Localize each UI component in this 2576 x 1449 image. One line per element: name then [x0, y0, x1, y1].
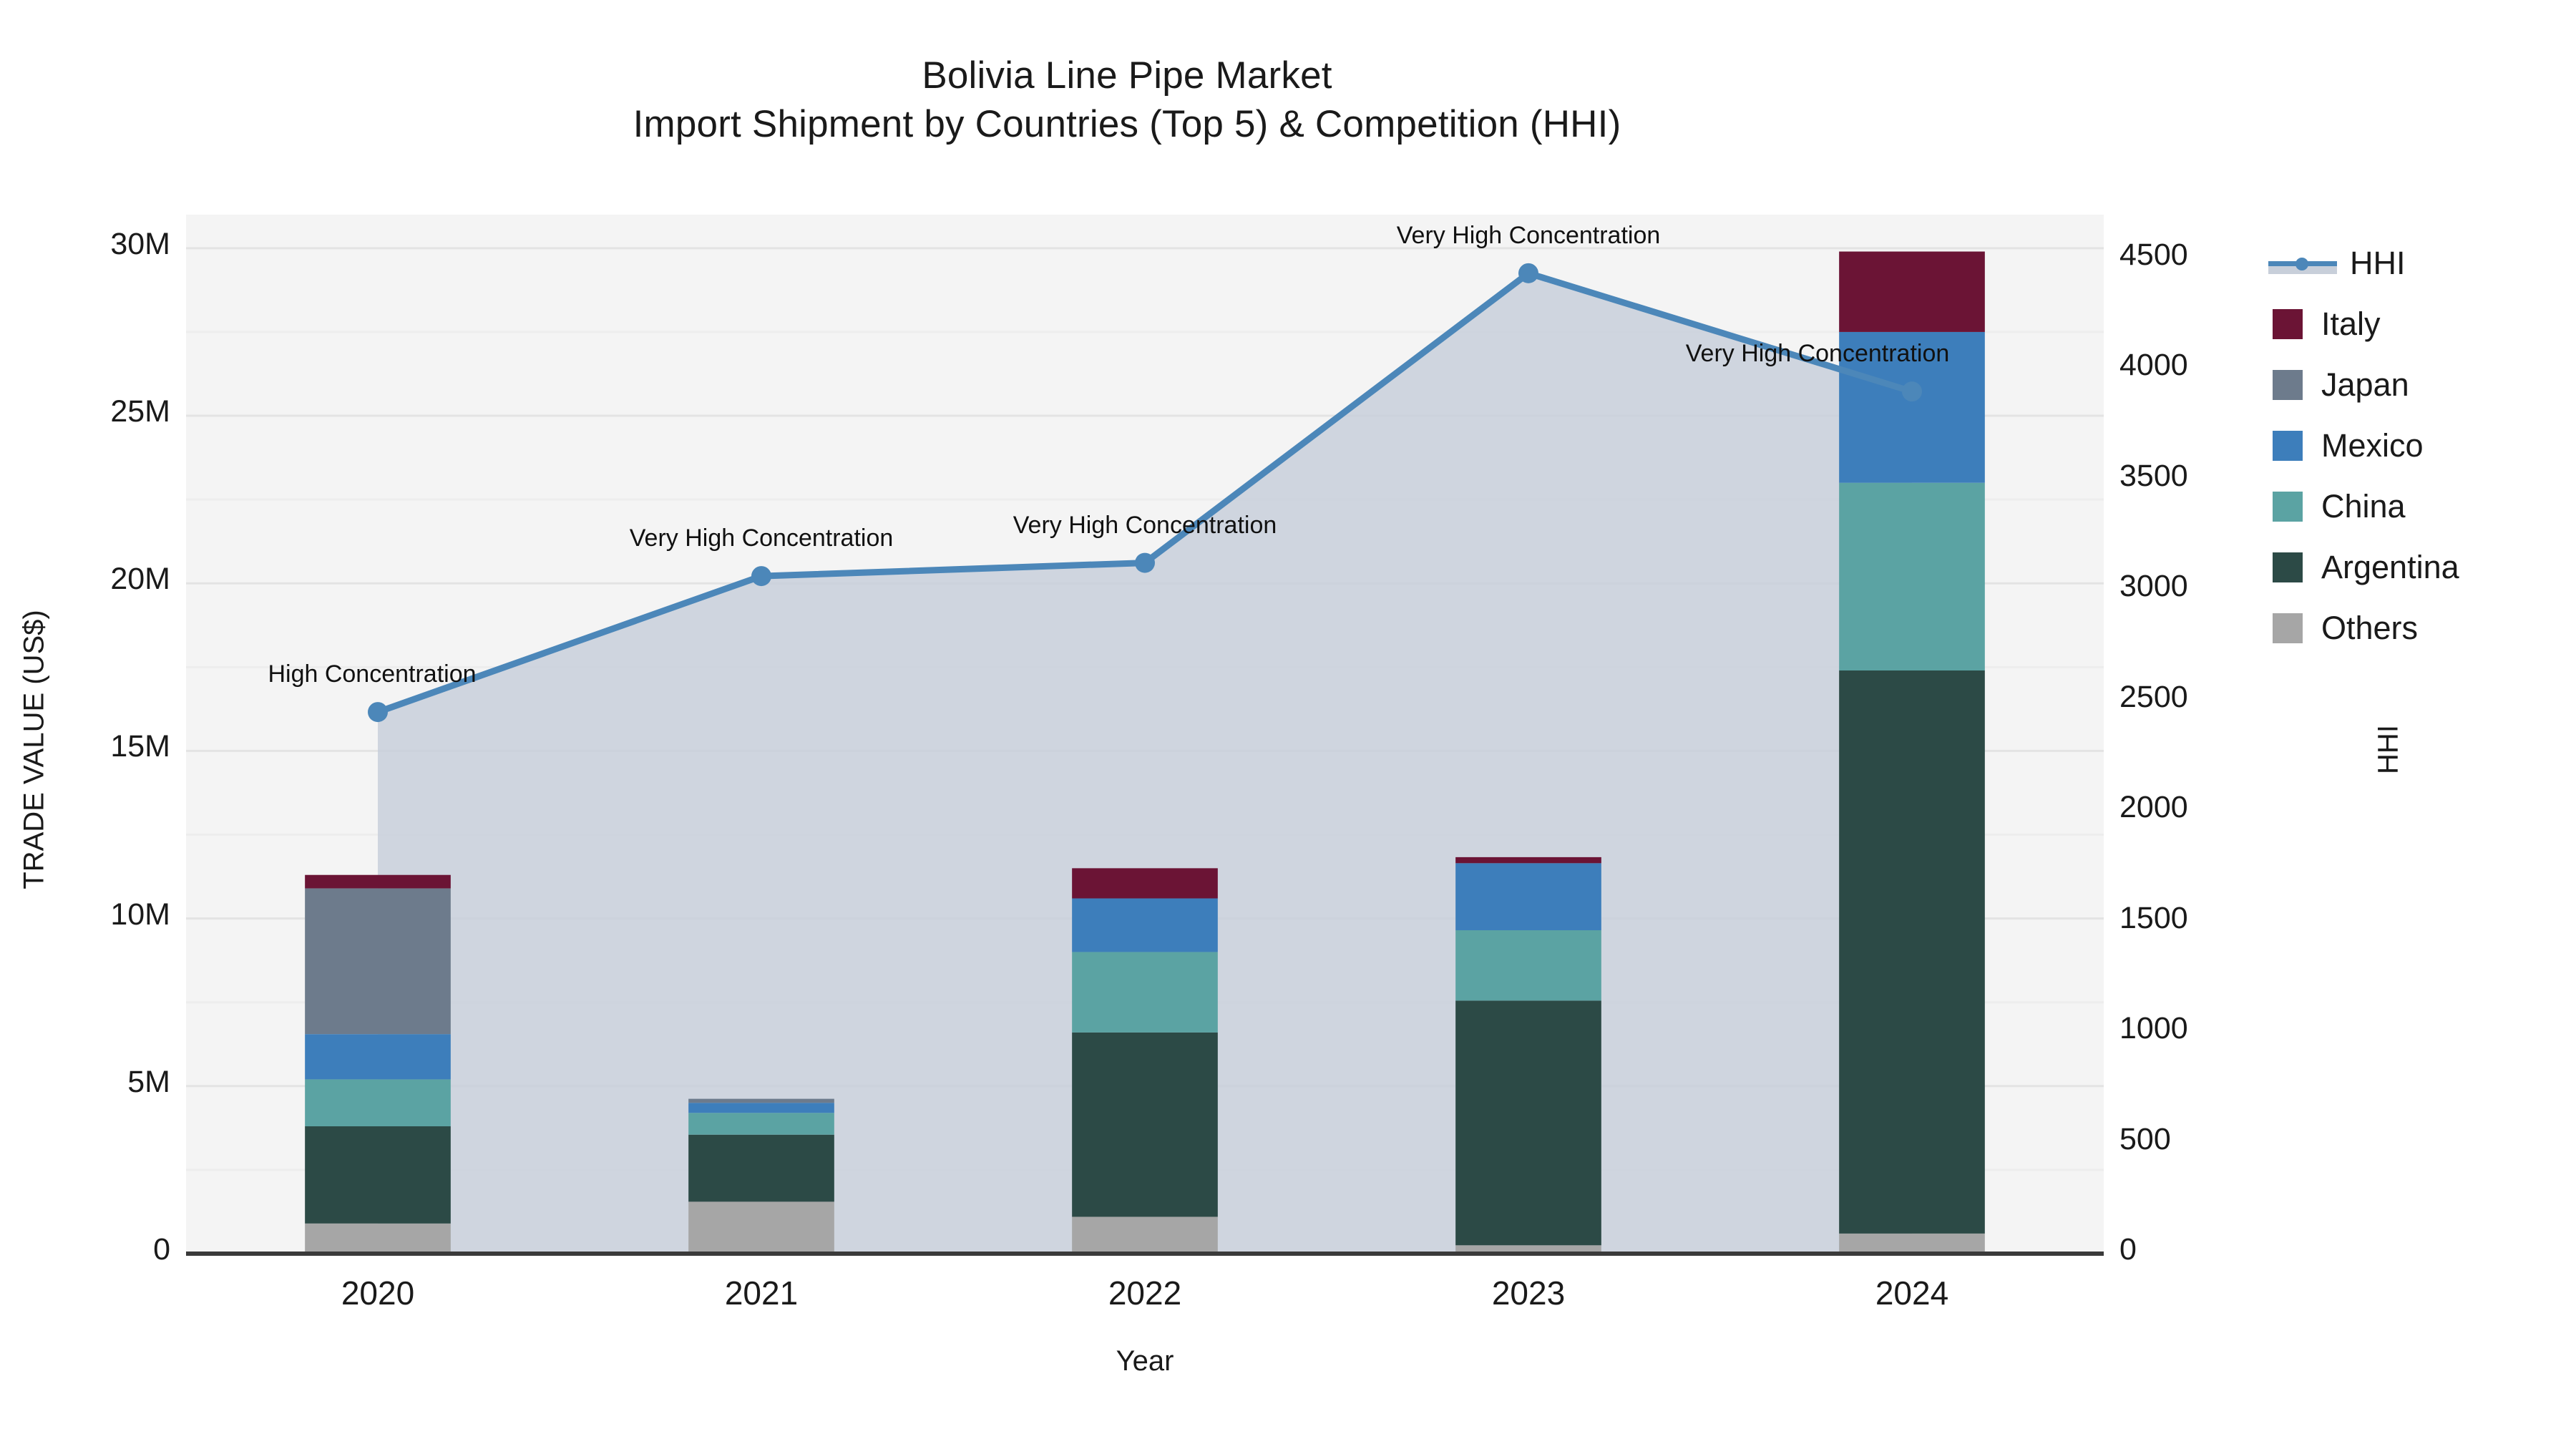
bar-group	[305, 251, 1985, 1254]
bar-segment-china-2022	[1072, 952, 1218, 1033]
annotation-2021: Very High Concentration	[629, 525, 894, 552]
legend-swatch-others	[2273, 613, 2303, 643]
legend-item-hhi[interactable]: HHI	[2268, 233, 2569, 293]
bar-segment-italy-2024	[1839, 251, 1985, 332]
legend-label: Mexico	[2321, 426, 2424, 464]
y-tick-left: 0	[153, 1232, 170, 1267]
y-tick-right: 3000	[2119, 569, 2188, 604]
legend-item-china[interactable]: China	[2268, 476, 2569, 537]
legend-item-argentina[interactable]: Argentina	[2268, 537, 2569, 597]
bar-segment-argentina-2021	[688, 1134, 834, 1202]
bar-segment-others-2023	[1455, 1245, 1601, 1254]
y-tick-right: 500	[2119, 1121, 2171, 1156]
plot-svg	[186, 247, 2104, 1256]
bar-segment-italy-2020	[305, 874, 451, 889]
y-tick-right: 1000	[2119, 1011, 2188, 1046]
bar-segment-china-2020	[305, 1079, 451, 1127]
legend-item-japan[interactable]: Japan	[2268, 354, 2569, 415]
annotation-2024: Very High Concentration	[1685, 340, 1950, 368]
x-tick-2023: 2023	[1491, 1274, 1566, 1312]
annotation-2022: Very High Concentration	[1013, 511, 1277, 539]
bar-segment-argentina-2024	[1839, 670, 1985, 1234]
y-tick-right: 2500	[2119, 679, 2188, 714]
legend-label: Argentina	[2321, 548, 2459, 585]
x-tick-2024: 2024	[1875, 1274, 1949, 1312]
y-tick-right: 1500	[2119, 900, 2188, 935]
bar-segment-japan-2021	[688, 1098, 834, 1103]
chart-title: Bolivia Line Pipe Market Import Shipment…	[0, 52, 2254, 149]
plot-area	[186, 215, 2104, 1256]
bar-segment-mexico-2023	[1455, 863, 1601, 931]
legend-swatch-china	[2273, 491, 2303, 522]
bar-segment-others-2024	[1839, 1233, 1985, 1254]
hhi-marker-2024[interactable]	[1902, 381, 1922, 402]
legend-swatch-japan	[2273, 369, 2303, 400]
y-tick-left: 25M	[110, 394, 170, 429]
legend-label: China	[2321, 487, 2406, 525]
x-tick-2021: 2021	[724, 1274, 799, 1312]
y-tick-right: 4000	[2119, 348, 2188, 383]
legend-line-marker	[2296, 257, 2308, 270]
bar-segment-argentina-2022	[1072, 1032, 1218, 1217]
legend-swatch-argentina	[2273, 552, 2303, 582]
chart-title-line1: Bolivia Line Pipe Market	[922, 54, 1332, 97]
y-tick-left: 15M	[110, 729, 170, 764]
y-tick-left: 10M	[110, 897, 170, 932]
legend-label: Japan	[2321, 366, 2409, 403]
legend-label: Others	[2321, 609, 2419, 646]
chart-subtitle: Import Shipment by Countries (Top 5) & C…	[633, 102, 1621, 145]
y-tick-left: 20M	[110, 562, 170, 597]
annotation-2020: High Concentration	[268, 660, 477, 688]
bar-segment-mexico-2024	[1839, 331, 1985, 483]
bar-segment-others-2020	[305, 1223, 451, 1254]
bar-segment-japan-2020	[305, 888, 451, 1035]
y-tick-left: 5M	[127, 1064, 170, 1099]
hhi-marker-2021[interactable]	[751, 566, 771, 587]
legend-line-icon	[2268, 248, 2337, 278]
x-tick-2022: 2022	[1108, 1274, 1182, 1312]
bar-segment-argentina-2020	[305, 1126, 451, 1224]
bar-segment-italy-2022	[1072, 868, 1218, 899]
bar-segment-mexico-2022	[1072, 898, 1218, 952]
bar-segment-china-2021	[688, 1113, 834, 1135]
y-tick-left: 30M	[110, 226, 170, 261]
hhi-marker-2023[interactable]	[1518, 263, 1538, 283]
bar-segment-china-2024	[1839, 482, 1985, 671]
legend-label: Italy	[2321, 305, 2381, 342]
hhi-marker-2020[interactable]	[368, 702, 388, 723]
y-tick-right: 4500	[2119, 237, 2188, 272]
bar-segment-others-2022	[1072, 1216, 1218, 1254]
legend-item-others[interactable]: Others	[2268, 597, 2569, 658]
bar-segment-argentina-2023	[1455, 1000, 1601, 1246]
bar-segment-china-2023	[1455, 930, 1601, 1001]
bar-segment-others-2021	[688, 1201, 834, 1254]
legend-label: HHI	[2350, 244, 2406, 281]
bar-segment-mexico-2021	[688, 1103, 834, 1113]
y-tick-right: 0	[2119, 1232, 2137, 1267]
hhi-marker-2022[interactable]	[1135, 552, 1155, 573]
bar-segment-italy-2023	[1455, 857, 1601, 864]
annotation-2023: Very High Concentration	[1396, 221, 1661, 249]
y-tick-right: 2000	[2119, 790, 2188, 825]
y-tick-right: 3500	[2119, 458, 2188, 493]
x-axis-label: Year	[1116, 1345, 1174, 1377]
chart-legend: HHI Italy Japan Mexico China Argentina Others	[2268, 233, 2569, 658]
bar-segment-mexico-2020	[305, 1034, 451, 1080]
legend-swatch-italy	[2273, 308, 2303, 339]
legend-item-italy[interactable]: Italy	[2268, 293, 2569, 354]
legend-item-mexico[interactable]: Mexico	[2268, 415, 2569, 476]
legend-swatch-mexico	[2273, 430, 2303, 461]
x-tick-2020: 2020	[341, 1274, 415, 1312]
